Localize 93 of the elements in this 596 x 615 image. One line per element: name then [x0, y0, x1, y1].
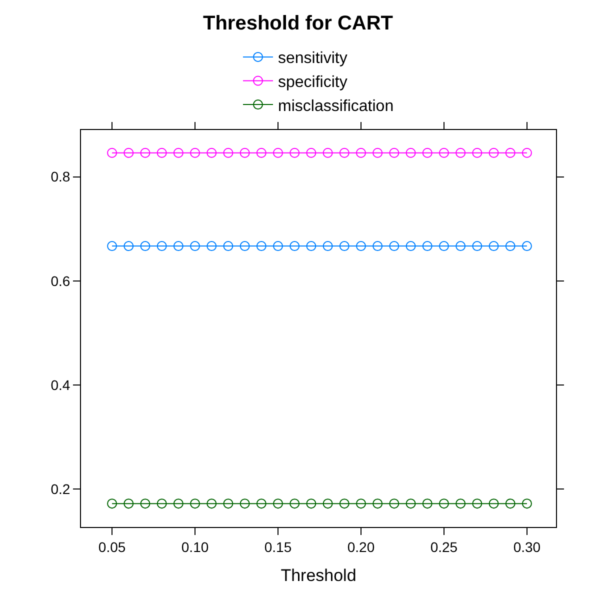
- point: [273, 148, 283, 158]
- x-tick-label: 0.10: [181, 538, 209, 555]
- point: [339, 148, 350, 158]
- point: [206, 241, 217, 252]
- point: [290, 498, 300, 509]
- point: [456, 498, 466, 509]
- point: [290, 148, 300, 158]
- point: [240, 498, 250, 509]
- point: [472, 148, 482, 158]
- x-axis-title: Threshold: [280, 566, 356, 586]
- x-tick-label: 0.15: [264, 538, 292, 555]
- point: [456, 148, 466, 158]
- y-tick-label: 0.6: [50, 272, 70, 289]
- point: [389, 241, 400, 252]
- point: [124, 241, 134, 252]
- point: [306, 241, 316, 252]
- point: [438, 241, 449, 252]
- point: [522, 498, 532, 509]
- point: [173, 148, 184, 158]
- point: [505, 241, 516, 252]
- point: [389, 148, 400, 158]
- point: [522, 148, 532, 158]
- point: [140, 148, 150, 158]
- point: [124, 148, 134, 158]
- point: [124, 498, 134, 509]
- point: [240, 148, 250, 158]
- point: [306, 148, 316, 158]
- point: [456, 241, 466, 252]
- point: [173, 498, 184, 509]
- point: [223, 241, 234, 252]
- point: [273, 498, 283, 509]
- point: [256, 498, 266, 509]
- point: [107, 148, 118, 158]
- point: [190, 241, 200, 252]
- point: [156, 148, 167, 158]
- point: [339, 241, 350, 252]
- point: [140, 498, 150, 509]
- point: [472, 241, 482, 252]
- point: [472, 498, 482, 509]
- point: [156, 241, 167, 252]
- point: [356, 241, 366, 252]
- point: [406, 241, 416, 252]
- legend-label: specificity: [278, 74, 348, 91]
- point: [522, 241, 532, 252]
- point: [422, 498, 432, 509]
- point: [488, 241, 499, 252]
- point: [223, 498, 234, 509]
- point: [206, 498, 217, 509]
- x-tick-label: 0.30: [513, 538, 541, 555]
- point: [256, 148, 266, 158]
- point: [406, 148, 416, 158]
- point: [389, 498, 400, 509]
- point: [290, 241, 300, 252]
- point: [107, 498, 118, 509]
- point: [240, 241, 250, 252]
- x-tick-label: 0.25: [430, 538, 458, 555]
- point: [406, 498, 416, 509]
- y-tick-label: 0.2: [50, 480, 70, 497]
- point: [273, 241, 283, 252]
- point: [322, 241, 333, 252]
- x-tick-label: 0.20: [347, 538, 375, 555]
- point: [422, 148, 432, 158]
- point: [190, 498, 200, 509]
- point: [438, 148, 449, 158]
- point: [372, 498, 383, 509]
- point: [190, 148, 200, 158]
- point: [488, 498, 499, 509]
- point: [306, 498, 316, 509]
- point: [438, 498, 449, 509]
- point: [356, 498, 366, 509]
- point: [223, 148, 234, 158]
- point: [422, 241, 432, 252]
- point: [173, 241, 184, 252]
- y-tick-label: 0.4: [50, 376, 70, 393]
- point: [107, 241, 118, 252]
- chart-title: Threshold for CART: [203, 12, 393, 34]
- point: [372, 241, 383, 252]
- point: [488, 148, 499, 158]
- point: [140, 241, 150, 252]
- y-tick-label: 0.8: [50, 168, 70, 185]
- legend-label: sensitivity: [278, 50, 348, 68]
- point: [505, 148, 516, 158]
- point: [322, 498, 333, 509]
- point: [356, 148, 366, 158]
- point: [256, 241, 266, 252]
- legend-label: misclassification: [278, 98, 394, 115]
- point: [156, 498, 167, 509]
- point: [206, 148, 217, 158]
- point: [505, 498, 516, 509]
- point: [372, 148, 383, 158]
- x-tick-label: 0.05: [98, 538, 126, 555]
- point: [322, 148, 333, 158]
- point: [339, 498, 350, 509]
